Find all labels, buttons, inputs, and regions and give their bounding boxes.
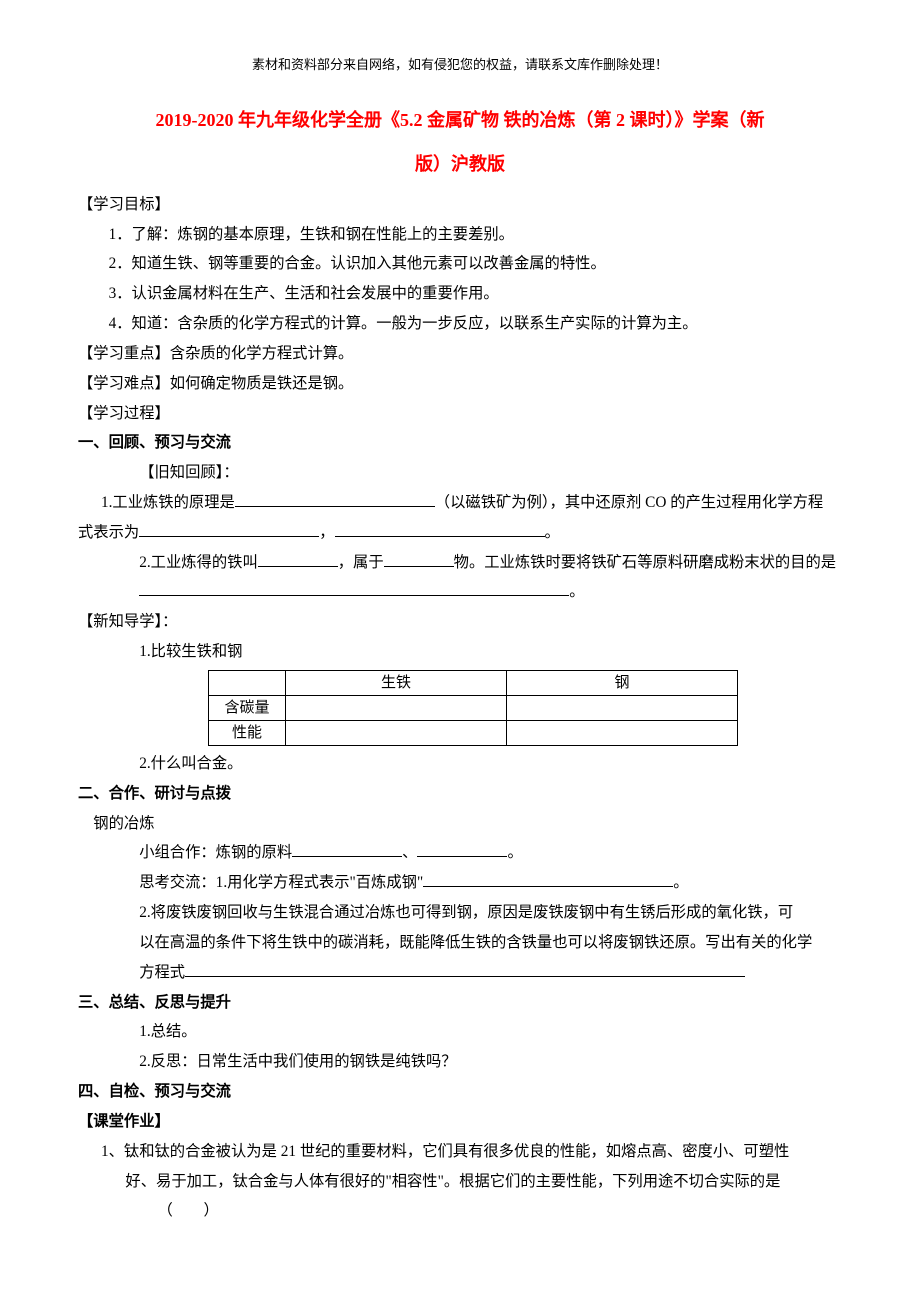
steel-smelting: 钢的冶炼 <box>78 809 842 839</box>
cell-property: 性能 <box>209 720 286 745</box>
header-disclaimer: 素材和资料部分来自网络，如有侵犯您的权益，请联系文库作删除处理！ <box>78 52 842 77</box>
reflect-item: 2.反思：日常生活中我们使用的钢铁是纯铁吗？ <box>78 1047 842 1077</box>
q1-text-c: 式表示为 <box>78 524 139 541</box>
iron-steel-table: 生铁 钢 含碳量 性能 <box>208 670 738 746</box>
s2-text-2a: 思考交流：1.用化学方程式表示"百炼成钢" <box>139 874 423 891</box>
q2-text-a: 2.工业炼得的铁叫 <box>139 554 258 571</box>
s2-text-1c: 。 <box>507 844 522 861</box>
blank-eq2 <box>335 536 545 537</box>
goal-item-4: 4．知道：含杂质的化学方程式的计算。一般为一步反应，以联系生产实际的计算为主。 <box>78 309 842 339</box>
hw1-line3: （ ） <box>78 1196 842 1226</box>
section-1-heading: 一、回顾、预习与交流 <box>78 428 842 458</box>
group-work-line: 小组合作：炼钢的原料 、 。 <box>78 838 842 868</box>
compare-heading: 1.比较生铁和钢 <box>78 637 842 667</box>
q2-text-d: 。 <box>569 583 584 600</box>
blank-iron-name <box>258 566 338 567</box>
table-row: 含碳量 <box>209 695 738 720</box>
recycle-line1: 2.将废铁废钢回收与生铁混合通过冶炼也可得到钢，原因是废铁废钢中有生锈后形成的氧… <box>78 898 842 928</box>
review-q1-line2: 式表示为 ， 。 <box>78 518 842 548</box>
blank-purpose <box>139 595 569 596</box>
s2-text-1a: 小组合作：炼钢的原料 <box>139 844 292 861</box>
q2-text-b: ，属于 <box>338 554 384 571</box>
section-4-heading: 四、自检、预习与交流 <box>78 1077 842 1107</box>
table-row: 生铁 钢 <box>209 670 738 695</box>
s2-text-5a: 方程式 <box>139 964 185 981</box>
cell-empty <box>507 720 738 745</box>
learning-difficulty: 【学习难点】如何确定物质是铁还是钢。 <box>78 369 842 399</box>
blank-eq-bailian <box>423 886 673 887</box>
s2-text-2b: 。 <box>673 874 688 891</box>
recycle-line3: 方程式 <box>78 958 842 988</box>
summary-item: 1.总结。 <box>78 1017 842 1047</box>
blank-raw1 <box>292 856 402 857</box>
blank-principle <box>235 506 435 507</box>
old-knowledge-heading: 【旧知回顾】： <box>78 458 842 488</box>
goal-item-3: 3．认识金属材料在生产、生活和社会发展中的重要作用。 <box>78 279 842 309</box>
cell-empty <box>286 720 507 745</box>
alloy-question: 2.什么叫合金。 <box>78 749 842 779</box>
cell-pig-iron: 生铁 <box>286 670 507 695</box>
review-q2-line1: 2.工业炼得的铁叫 ，属于 物。工业炼铁时要将铁矿石等原料研磨成粉末状的目的是 <box>78 548 842 578</box>
think-exchange-line: 思考交流：1.用化学方程式表示"百炼成钢" 。 <box>78 868 842 898</box>
blank-eq-recycle <box>185 976 745 977</box>
blank-raw2 <box>417 856 507 857</box>
section-3-heading: 三、总结、反思与提升 <box>78 988 842 1018</box>
cell-carbon: 含碳量 <box>209 695 286 720</box>
review-q1-line1: 1.工业炼铁的原理是 （以磁铁矿为例），其中还原剂 CO 的产生过程用化学方程 <box>78 488 842 518</box>
q1-text-b: （以磁铁矿为例），其中还原剂 CO 的产生过程用化学方程 <box>435 494 823 511</box>
hw1-line2: 好、易于加工，钛合金与人体有很好的"相容性"。根据它们的主要性能，下列用途不切合… <box>78 1167 842 1197</box>
cell-steel: 钢 <box>507 670 738 695</box>
goal-item-2: 2．知道生铁、钢等重要的合金。认识加入其他元素可以改善金属的特性。 <box>78 249 842 279</box>
cell-empty <box>507 695 738 720</box>
s2-text-1b: 、 <box>402 844 417 861</box>
q1-text-e: 。 <box>545 524 560 541</box>
learning-process: 【学习过程】 <box>78 399 842 429</box>
classwork-heading: 【课堂作业】 <box>78 1107 842 1137</box>
cell-empty <box>286 695 507 720</box>
new-knowledge-heading: 【新知导学】： <box>78 607 842 637</box>
q1-text-d: ， <box>319 524 334 541</box>
cell-blank <box>209 670 286 695</box>
q1-text-a: 1.工业炼铁的原理是 <box>101 494 235 511</box>
q2-text-c: 物。工业炼铁时要将铁矿石等原料研磨成粉末状的目的是 <box>454 554 836 571</box>
review-q2-line2: 。 <box>78 577 842 607</box>
document-page: 素材和资料部分来自网络，如有侵犯您的权益，请联系文库作删除处理！ 2019-20… <box>0 0 920 1286</box>
doc-title-line2: 版）沪教版 <box>78 143 842 186</box>
hw1-line1: 1、钛和钛的合金被认为是 21 世纪的重要材料，它们具有很多优良的性能，如熔点高… <box>78 1137 842 1167</box>
blank-eq1 <box>139 536 319 537</box>
learning-focus: 【学习重点】含杂质的化学方程式计算。 <box>78 339 842 369</box>
section-2-heading: 二、合作、研讨与点拨 <box>78 779 842 809</box>
goal-item-1: 1．了解：炼钢的基本原理，生铁和钢在性能上的主要差别。 <box>78 220 842 250</box>
doc-title-line1: 2019-2020 年九年级化学全册《5.2 金属矿物 铁的冶炼（第 2 课时）… <box>78 99 842 142</box>
recycle-line2: 以在高温的条件下将生铁中的碳消耗，既能降低生铁的含铁量也可以将废钢铁还原。写出有… <box>78 928 842 958</box>
table-row: 性能 <box>209 720 738 745</box>
learning-goals-heading: 【学习目标】 <box>78 190 842 220</box>
blank-category <box>384 566 454 567</box>
